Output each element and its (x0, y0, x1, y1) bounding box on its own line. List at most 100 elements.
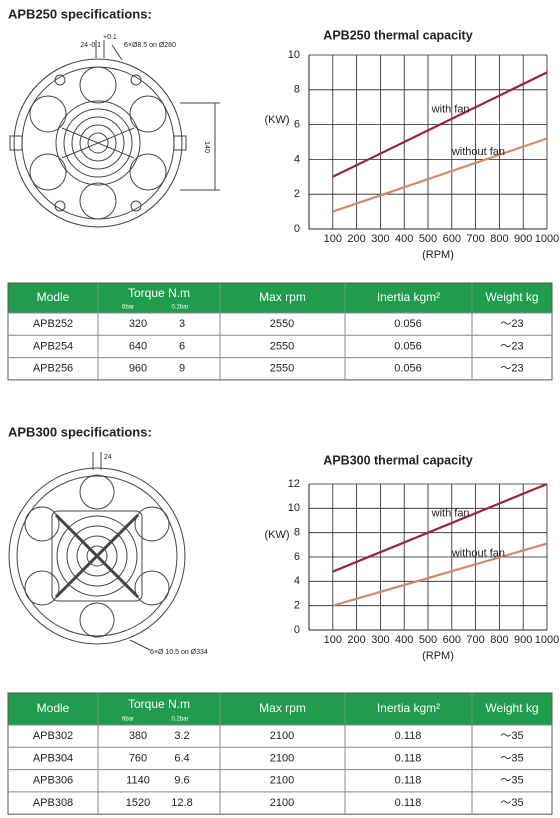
section-heading: APB300 specifications: (8, 424, 152, 439)
y-tick-label: 4 (294, 575, 300, 587)
table-cell: APB254 (33, 340, 73, 352)
table-header-cell: Max rpm (259, 290, 306, 304)
table-cell: 6.4 (174, 752, 189, 764)
table-header-cell: Modle (37, 290, 70, 304)
table-cell: ～23 (500, 318, 523, 330)
holes-note: 6×Ø8.5 on Ø280 (124, 42, 176, 49)
table-cell: 0.118 (395, 775, 422, 787)
y-tick-label: 0 (294, 223, 300, 235)
x-tick-label: 700 (466, 233, 484, 245)
table-cell: 0.118 (395, 797, 422, 809)
table-header-cell: Torque N.m (128, 697, 190, 711)
series-line (332, 542, 548, 607)
series-label: with fan (431, 507, 470, 519)
table-border (7, 692, 553, 815)
series-line (332, 71, 548, 178)
x-tick-label: 700 (466, 634, 484, 646)
y-tick-label: 6 (294, 551, 300, 563)
x-tick-label: 600 (443, 634, 461, 646)
table-cell: APB306 (33, 775, 73, 787)
table-cell: 0.056 (394, 363, 422, 375)
x-tick-label: 300 (371, 634, 389, 646)
x-tick-label: 900 (514, 634, 532, 646)
table-header-cell: Inertia kgm² (377, 290, 440, 304)
table-cell: APB302 (33, 730, 73, 742)
x-tick-label: 200 (347, 233, 365, 245)
x-tick-label: 1000 (535, 233, 559, 245)
y-tick-label: 12 (288, 478, 300, 490)
drawing: +0.1 24 -0.1 6×Ø8.5 on Ø280 140 (9, 34, 220, 228)
table-cell: 380 (129, 730, 147, 742)
table-subheader: 6bar (122, 717, 134, 723)
table-header-cell: Max rpm (259, 701, 306, 715)
table-cell: ～23 (500, 363, 523, 375)
table-cell: 1140 (126, 775, 150, 787)
y-tick-label: 4 (294, 153, 300, 165)
tolerance-upper: +0.1 (103, 34, 117, 41)
x-tick-label: 800 (490, 233, 508, 245)
height-dimension: 140 (203, 141, 210, 153)
table-cell: 640 (129, 340, 147, 352)
y-tick-label: 8 (294, 84, 300, 96)
holes-note: 6×Ø 10.5 on Ø334 (150, 649, 208, 656)
table-cell: ～23 (500, 340, 523, 352)
y-tick-label: 2 (294, 600, 300, 612)
section-heading: APB250 specifications: (8, 6, 152, 21)
y-tick-label: 6 (294, 119, 300, 131)
dimension: 24 (80, 42, 88, 49)
table-cell: 2550 (270, 363, 294, 375)
table-cell: 2100 (270, 775, 294, 787)
x-tick-label: 800 (490, 634, 508, 646)
table-cell: 760 (129, 752, 147, 764)
table-subheader: 0.2bar (171, 305, 188, 311)
x-tick-label: 100 (324, 233, 342, 245)
table-header-cell: Torque N.m (128, 286, 190, 300)
table-header (8, 693, 552, 725)
x-tick-label: 100 (324, 634, 342, 646)
table-header-cell: Modle (37, 701, 70, 715)
table-header-cell: Weight kg (485, 290, 538, 304)
x-tick-label: 900 (514, 233, 532, 245)
table-cell: 3 (179, 318, 185, 330)
table-cell: APB256 (33, 363, 73, 375)
y-tick-label: 0 (294, 624, 300, 636)
x-tick-label: 300 (371, 233, 389, 245)
dimension: 24 (104, 454, 112, 461)
table-cell: 960 (129, 363, 147, 375)
table-header-cell: Weight kg (485, 701, 538, 715)
y-tick-label: 2 (294, 188, 300, 200)
table-subheader: 6bar (122, 305, 134, 311)
x-tick-label: 400 (395, 233, 413, 245)
table-cell: APB304 (33, 752, 73, 764)
y-tick-label: 8 (294, 527, 300, 539)
table-cell: ～35 (500, 752, 523, 764)
table-subheader: 0.2bar (171, 717, 188, 723)
y-tick-label: 10 (288, 502, 300, 514)
x-axis-label: (RPM) (422, 249, 454, 261)
table-cell: 0.056 (394, 318, 422, 330)
series-label: with fan (431, 103, 470, 115)
table-cell: 1520 (126, 797, 150, 809)
chart-title: APB250 thermal capacity (323, 28, 472, 42)
y-axis-label: (KW) (264, 529, 289, 541)
table-cell: APB252 (33, 318, 73, 330)
drawing: 24 6×Ø 10.5 on Ø334 (8, 452, 208, 656)
tolerance-lower: -0.1 (89, 42, 101, 49)
table-cell: 2100 (270, 730, 294, 742)
series-line (332, 137, 548, 213)
y-axis-label: (KW) (264, 114, 289, 126)
table-cell: 2550 (270, 318, 294, 330)
table-header (8, 283, 552, 313)
series-label: without fan (451, 547, 505, 559)
x-tick-label: 600 (443, 233, 461, 245)
table-cell: 3.2 (174, 730, 189, 742)
x-tick-label: 400 (395, 634, 413, 646)
table-border (7, 282, 553, 381)
table-header-cell: Inertia kgm² (377, 701, 440, 715)
series-line (332, 482, 548, 573)
table-cell: 12.8 (171, 797, 192, 809)
table-cell: 2100 (270, 797, 294, 809)
table-cell: 0.118 (395, 752, 422, 764)
table-cell: ～35 (500, 730, 523, 742)
